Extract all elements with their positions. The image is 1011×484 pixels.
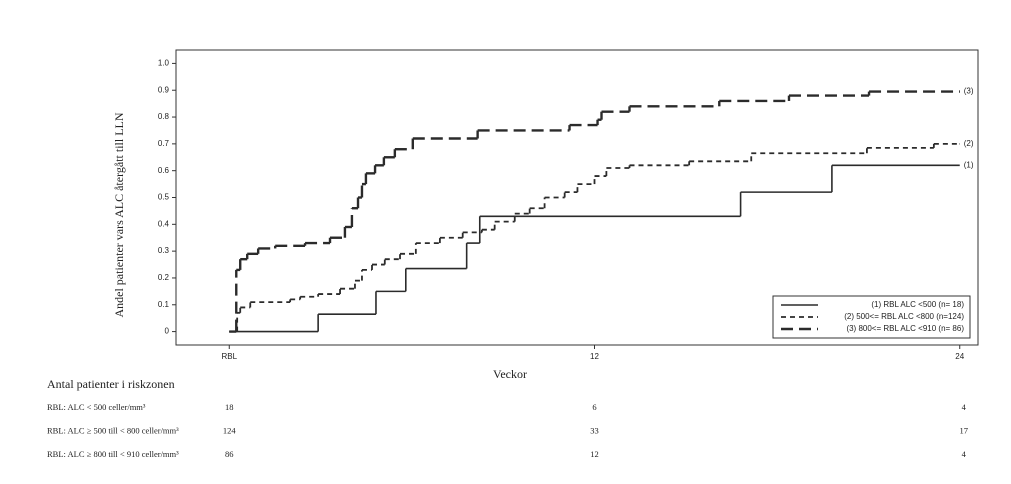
risk-count: 4 <box>962 402 967 412</box>
x-tick-label: 12 <box>590 352 599 361</box>
risk-count: 86 <box>225 449 234 459</box>
risk-count: 18 <box>225 402 234 412</box>
y-tick-label: 0.6 <box>158 166 170 175</box>
legend-label: (3) 800<= RBL ALC <910 (n= 86) <box>846 324 964 333</box>
series-end-label: (1) <box>964 160 974 169</box>
x-tick-label: 24 <box>955 352 964 361</box>
risk-count: 33 <box>590 425 599 435</box>
risk-count: 124 <box>223 425 237 435</box>
legend-label: (1) RBL ALC <500 (n= 18) <box>871 300 964 309</box>
y-tick-label: 0.4 <box>158 219 170 228</box>
legend-box <box>772 295 971 339</box>
y-tick-label: 0.2 <box>158 273 170 282</box>
risk-count: 17 <box>959 425 968 435</box>
series-end-label: (3) <box>964 87 974 96</box>
y-tick-label: 0.5 <box>158 193 170 202</box>
risk-table-title: Antal patienter i riskzonen <box>47 377 175 391</box>
y-tick-label: 0 <box>165 327 170 336</box>
risk-row-label: RBL: ALC ≥ 500 till < 800 celler/mm³ <box>47 425 179 435</box>
series-end-label: (2) <box>964 139 974 148</box>
y-axis-title: Andel patienter vars ALC återgått till L… <box>112 112 126 317</box>
y-tick-label: 0.9 <box>158 85 170 94</box>
x-axis-title: Veckor <box>493 367 527 381</box>
risk-count: 12 <box>590 449 599 459</box>
x-tick-label: RBL <box>221 352 237 361</box>
y-tick-label: 0.8 <box>158 112 170 121</box>
y-tick-label: 0.7 <box>158 139 170 148</box>
risk-row-label: RBL: ALC ≥ 800 till < 910 celler/mm³ <box>47 449 179 459</box>
risk-row-label: RBL: ALC < 500 celler/mm³ <box>47 402 146 412</box>
y-tick-label: 1.0 <box>158 59 170 68</box>
y-tick-label: 0.3 <box>158 246 170 255</box>
legend-label: (2) 500<= RBL ALC <800 (n=124) <box>844 312 964 321</box>
risk-count: 4 <box>962 449 967 459</box>
y-tick-label: 0.1 <box>158 300 170 309</box>
risk-count: 6 <box>592 402 596 412</box>
